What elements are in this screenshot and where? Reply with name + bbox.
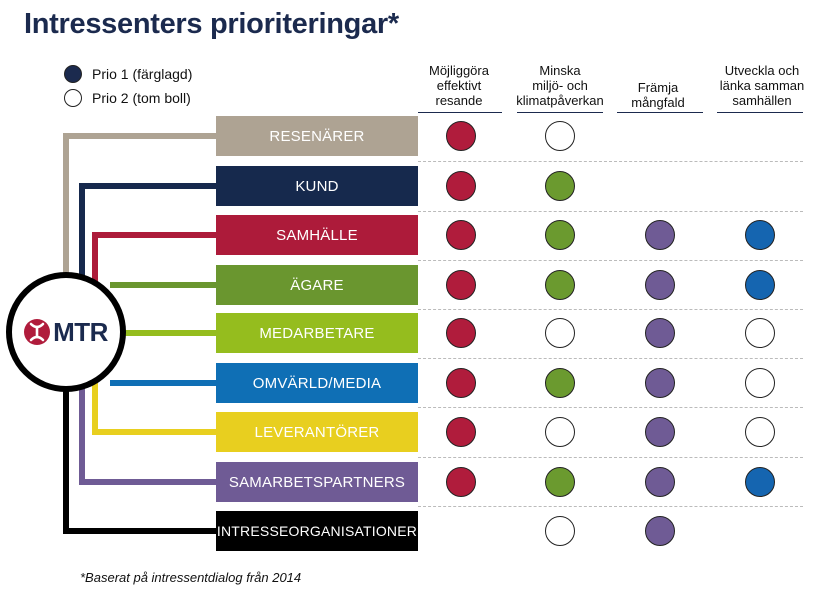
priority-dot-filled bbox=[645, 318, 675, 348]
column-underline bbox=[517, 112, 603, 113]
column-underline bbox=[717, 112, 803, 113]
column-header-line: Minska bbox=[539, 63, 581, 78]
category-agare: ÄGARE bbox=[216, 265, 418, 305]
priority-dot-filled bbox=[446, 467, 476, 497]
row-separator bbox=[418, 506, 803, 507]
priority-dot-filled bbox=[645, 368, 675, 398]
category-medarbetare: MEDARBETARE bbox=[216, 313, 418, 353]
legend-item-prio2: Prio 2 (tom boll) bbox=[64, 86, 192, 110]
priority-dot-empty bbox=[745, 417, 775, 447]
priority-dot-empty bbox=[545, 318, 575, 348]
priority-dot-filled bbox=[446, 417, 476, 447]
priority-dot-filled bbox=[545, 270, 575, 300]
column-header-line: Utveckla och bbox=[724, 63, 800, 78]
mtr-emblem-icon bbox=[24, 319, 51, 345]
category-samhalle: SAMHÄLLE bbox=[216, 215, 418, 255]
priority-dot-empty bbox=[745, 368, 775, 398]
priority-dot-empty bbox=[545, 417, 575, 447]
column-header-line: Möjliggöra bbox=[429, 63, 489, 78]
column-header-connect-communities: Utveckla och länka samman samhällen bbox=[710, 63, 814, 108]
priority-dot-filled bbox=[545, 368, 575, 398]
connector-leverantorer bbox=[92, 375, 216, 435]
column-header-climate: Minska miljö- och klimatpåverkan bbox=[510, 63, 610, 108]
priority-dot-empty bbox=[745, 318, 775, 348]
priority-dot-filled bbox=[645, 220, 675, 250]
mtr-logo-circle: MTR bbox=[6, 272, 126, 392]
mtr-logo-text: MTR bbox=[53, 316, 108, 347]
priority-dot-filled bbox=[745, 270, 775, 300]
row-separator bbox=[418, 457, 803, 458]
priority-dot-empty bbox=[545, 516, 575, 546]
connector-samarbetspartners bbox=[79, 380, 216, 485]
category-resenarer: RESENÄRER bbox=[216, 116, 418, 156]
connector-samhalle bbox=[92, 232, 216, 290]
mtr-logo: MTR bbox=[24, 317, 108, 348]
column-header-diversity: Främja mångfald bbox=[608, 80, 708, 110]
priority-dot-filled bbox=[745, 467, 775, 497]
priority-dot-filled bbox=[446, 318, 476, 348]
page-title: Intressenters prioriteringar* bbox=[24, 8, 399, 40]
column-header-line: effektivt bbox=[436, 78, 482, 93]
priority-dot-filled bbox=[446, 270, 476, 300]
row-separator bbox=[418, 161, 803, 162]
row-separator bbox=[418, 407, 803, 408]
priority-dot-filled bbox=[645, 417, 675, 447]
priority-dot-filled bbox=[645, 467, 675, 497]
column-header-efficient-travel: Möjliggöra effektivt resande bbox=[409, 63, 509, 108]
legend-prio2-dot bbox=[64, 89, 82, 107]
legend-prio2-label: Prio 2 (tom boll) bbox=[92, 90, 191, 106]
priority-dot-filled bbox=[745, 220, 775, 250]
legend-prio1-dot bbox=[64, 65, 82, 83]
legend-item-prio1: Prio 1 (färglagd) bbox=[64, 62, 192, 86]
category-samarbetspartners: SAMARBETSPARTNERS bbox=[216, 462, 418, 502]
column-underline bbox=[617, 112, 703, 113]
category-omvarld-media: OMVÄRLD/MEDIA bbox=[216, 363, 418, 403]
column-header-line: samhällen bbox=[732, 93, 792, 108]
legend-prio1-label: Prio 1 (färglagd) bbox=[92, 66, 193, 82]
row-separator bbox=[418, 358, 803, 359]
priority-dot-filled bbox=[645, 516, 675, 546]
priority-dot-filled bbox=[645, 270, 675, 300]
column-header-line: klimatpåverkan bbox=[516, 93, 604, 108]
priority-dot-filled bbox=[446, 368, 476, 398]
footnote: *Baserat på intressentdialog från 2014 bbox=[80, 570, 302, 585]
priority-dot-filled bbox=[446, 220, 476, 250]
category-leverantorer: LEVERANTÖRER bbox=[216, 412, 418, 452]
priority-dot-filled bbox=[446, 121, 476, 151]
column-header-line: mångfald bbox=[631, 95, 685, 110]
category-kund: KUND bbox=[216, 166, 418, 206]
priority-dot-filled bbox=[446, 171, 476, 201]
priority-dot-filled bbox=[545, 171, 575, 201]
priority-dot-empty bbox=[545, 121, 575, 151]
priority-dot-filled bbox=[545, 220, 575, 250]
row-separator bbox=[418, 211, 803, 212]
column-header-line: Främja bbox=[637, 80, 679, 95]
category-intresseorganisationer: INTRESSEORGANISATIONER bbox=[216, 511, 418, 551]
column-header-line: miljö- och bbox=[532, 78, 588, 93]
column-header-line: resande bbox=[435, 93, 483, 108]
priority-dot-filled bbox=[545, 467, 575, 497]
column-header-line: länka samman bbox=[719, 78, 805, 93]
column-underline bbox=[418, 112, 502, 113]
row-separator bbox=[418, 309, 803, 310]
connector-resenarer bbox=[63, 133, 216, 290]
legend: Prio 1 (färglagd) Prio 2 (tom boll) bbox=[64, 62, 192, 110]
connector-intresseorganisationer bbox=[63, 380, 216, 534]
row-separator bbox=[418, 260, 803, 261]
connector-kund bbox=[79, 183, 216, 290]
